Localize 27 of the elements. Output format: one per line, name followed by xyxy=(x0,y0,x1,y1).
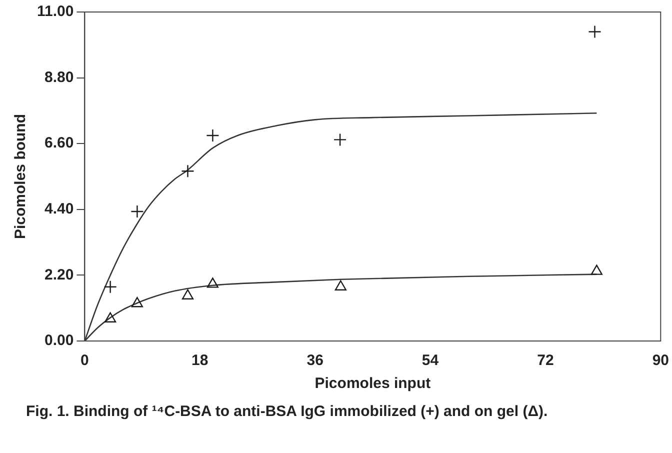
point xyxy=(206,278,218,288)
point xyxy=(206,128,220,142)
x-axis-title: Picomoles input xyxy=(314,375,431,392)
point xyxy=(333,133,347,146)
y-axis-title: Picomoles bound xyxy=(12,114,30,240)
point xyxy=(131,297,143,308)
caption: Fig. 1. Binding of ¹⁴C-BSA to anti-BSA IgG immobilized (+) and on gel (Δ). xyxy=(26,402,549,422)
point xyxy=(104,312,116,322)
y-tick-label: 4.40 xyxy=(44,200,74,218)
x-tick-label: 72 xyxy=(537,352,554,370)
point xyxy=(588,25,602,38)
x-tick-label: 54 xyxy=(422,352,440,370)
y-tick-label: 11.00 xyxy=(36,3,74,20)
point xyxy=(182,289,194,300)
y-tick-label: 2.20 xyxy=(44,266,74,284)
point xyxy=(590,264,602,275)
point xyxy=(104,280,117,294)
x-tick-label: 0 xyxy=(80,352,89,370)
x-tick-label: 90 xyxy=(652,352,669,370)
x-tick-label: 36 xyxy=(306,352,324,370)
y-tick-label: 0.00 xyxy=(44,332,74,350)
y-tick-label: 8.80 xyxy=(44,68,74,86)
point xyxy=(181,164,194,178)
y-tick-label: 6.60 xyxy=(44,134,74,152)
point xyxy=(334,280,346,290)
point xyxy=(130,204,144,218)
x-tick-label: 18 xyxy=(192,352,208,370)
